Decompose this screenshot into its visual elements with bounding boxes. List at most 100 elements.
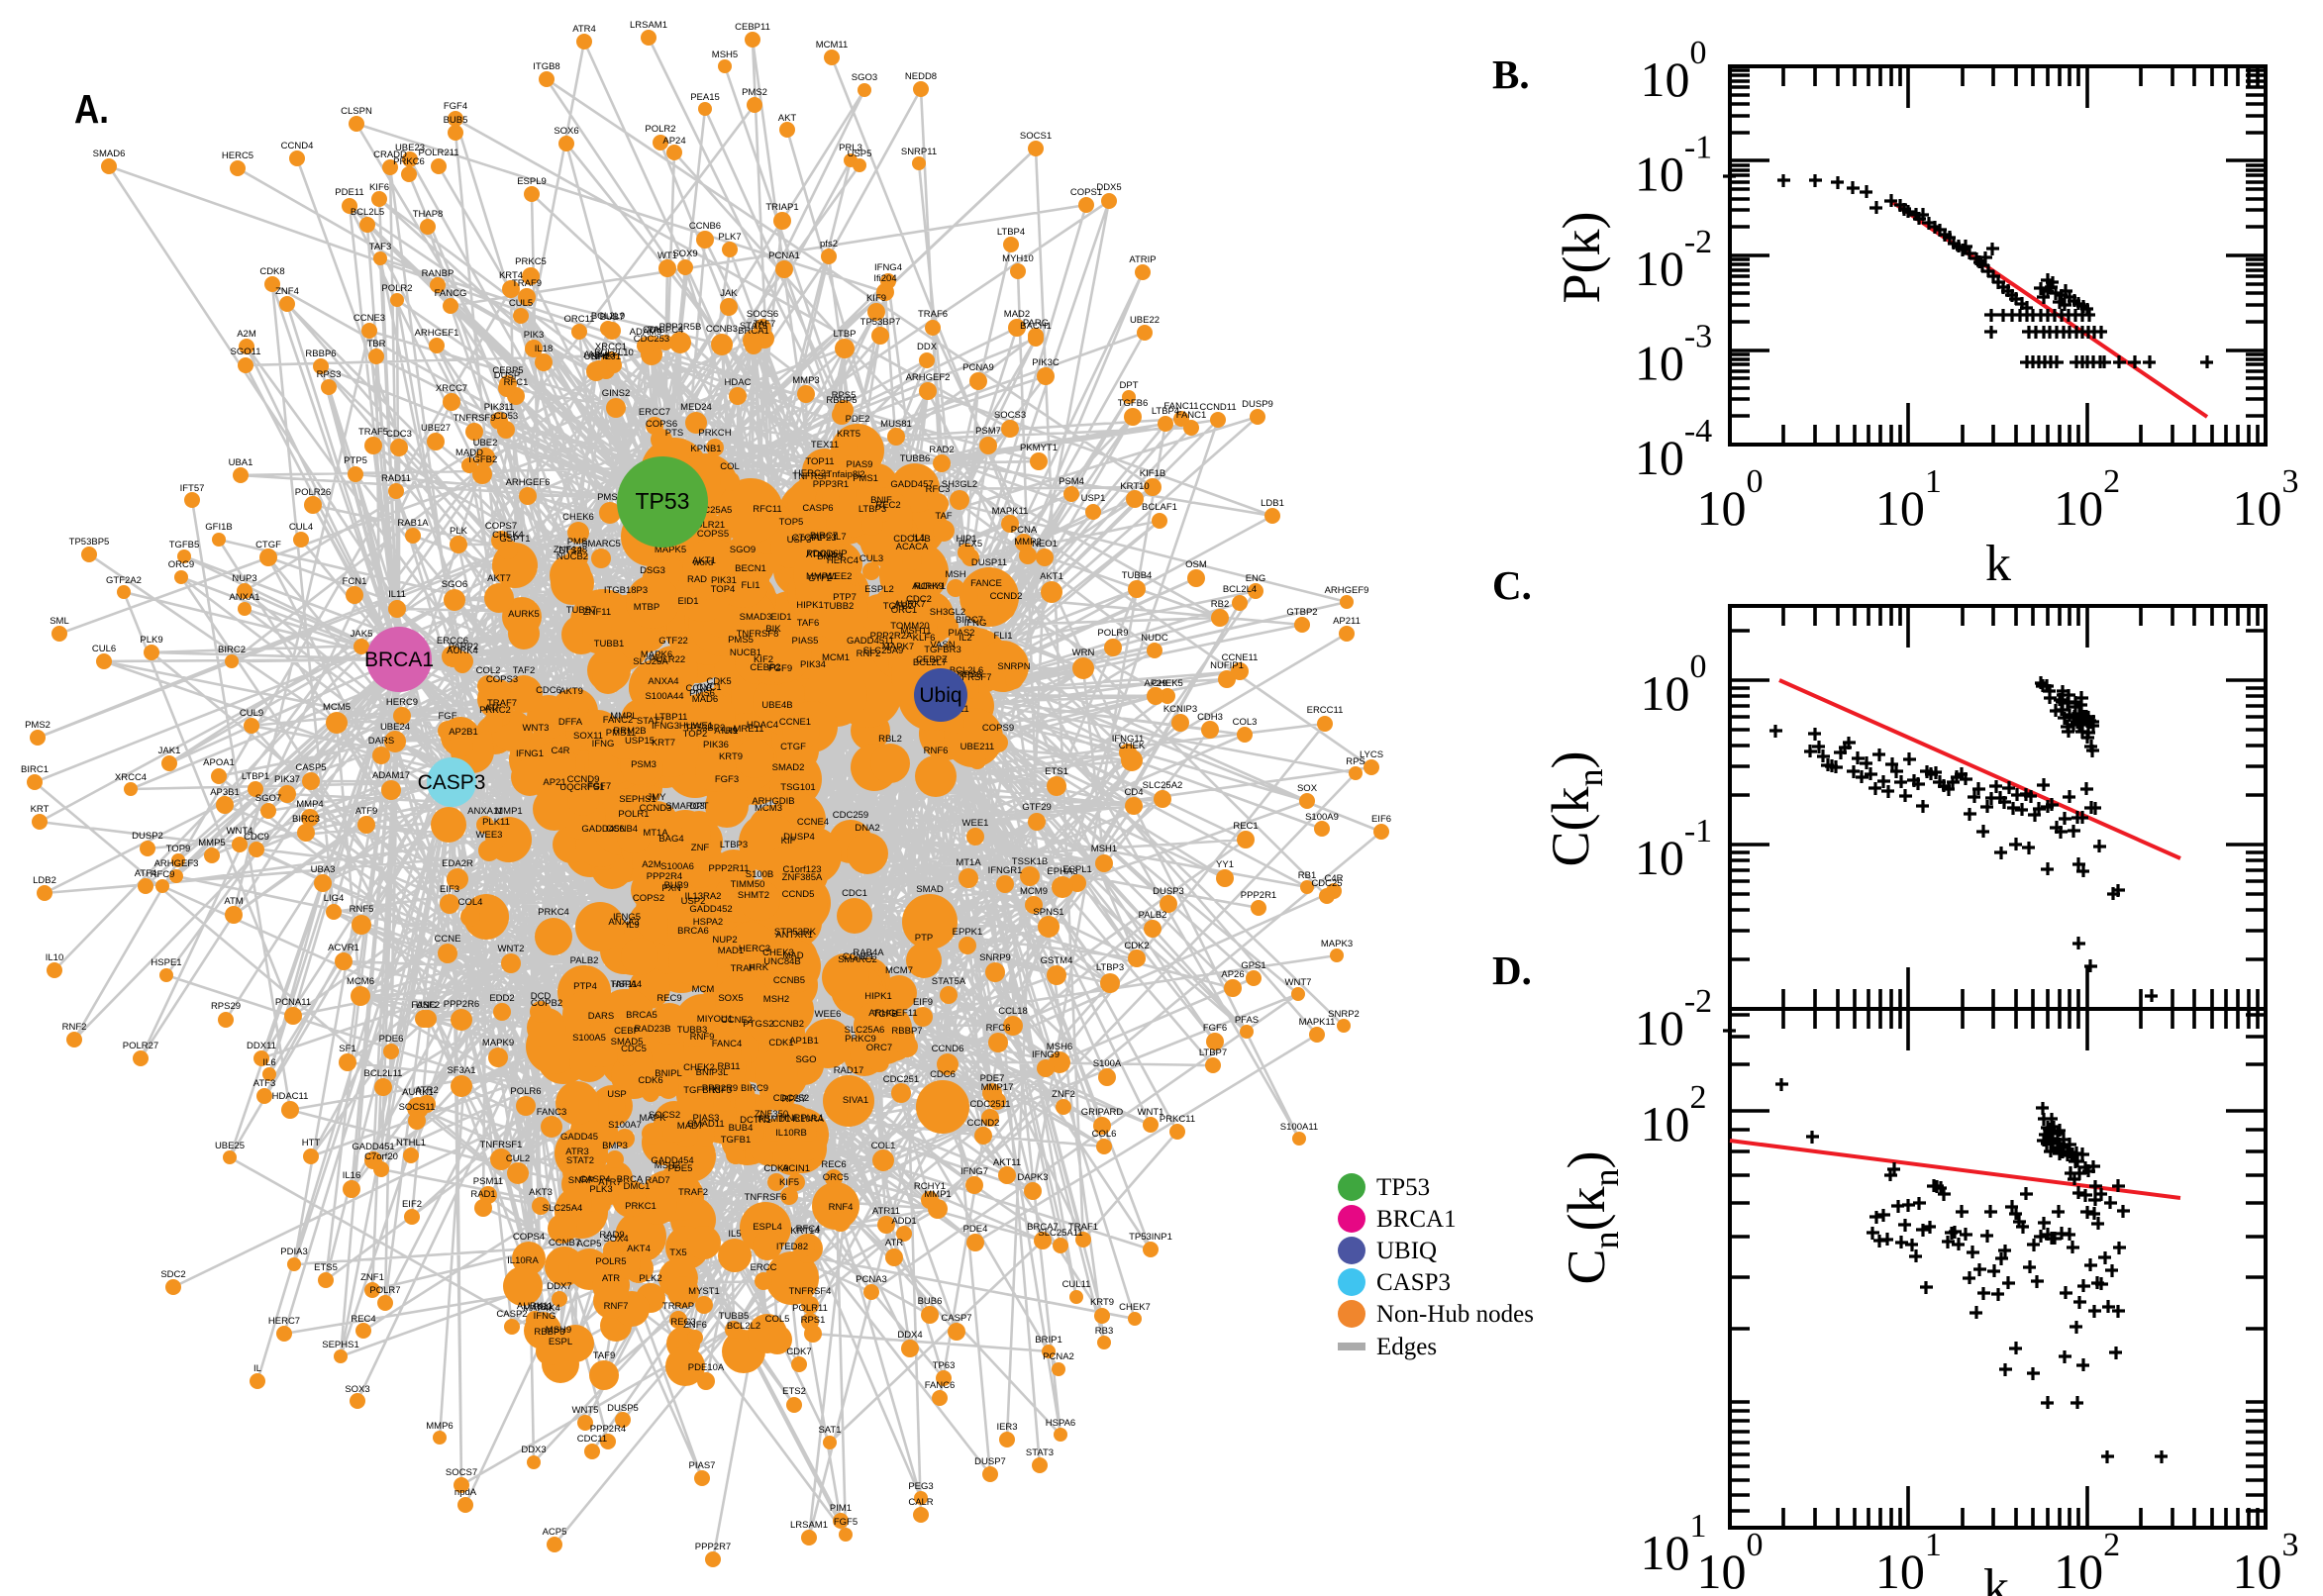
- svg-text:TUBB5: TUBB5: [719, 1311, 750, 1322]
- svg-text:SAT1: SAT1: [818, 1425, 841, 1436]
- svg-text:BNIP3L: BNIP3L: [696, 1067, 729, 1078]
- svg-text:TNFRSF7: TNFRSF7: [950, 672, 992, 683]
- svg-text:FCN1: FCN1: [343, 576, 367, 587]
- svg-text:USP3: USP3: [787, 535, 812, 546]
- svg-text:BMP3: BMP3: [602, 1141, 628, 1151]
- svg-text:ATF3: ATF3: [253, 1078, 276, 1089]
- svg-text:DUSP7: DUSP7: [974, 1456, 1006, 1467]
- svg-text:KRT9: KRT9: [1090, 1297, 1114, 1308]
- svg-text:CEBPZ: CEBPZ: [916, 654, 948, 665]
- svg-text:ZNF6: ZNF6: [683, 1320, 707, 1331]
- svg-text:UNC84B: UNC84B: [763, 956, 801, 967]
- svg-text:USP: USP: [607, 1089, 627, 1100]
- svg-text:PCNA3: PCNA3: [856, 1274, 887, 1285]
- svg-text:IFNG4: IFNG4: [874, 262, 902, 273]
- svg-text:HERC9: HERC9: [386, 697, 418, 708]
- svg-text:SNRPN: SNRPN: [997, 661, 1030, 672]
- svg-text:RFC6: RFC6: [986, 1023, 1011, 1034]
- svg-text:ANXA11: ANXA11: [467, 806, 503, 817]
- svg-text:MMP4: MMP4: [296, 799, 323, 810]
- svg-text:CCL18: CCL18: [998, 1006, 1028, 1017]
- svg-text:HIPK1: HIPK1: [796, 600, 823, 611]
- svg-text:CASP7: CASP7: [941, 1313, 971, 1324]
- svg-text:MCM3: MCM3: [755, 803, 782, 814]
- svg-text:AP24: AP24: [662, 136, 685, 147]
- svg-text:BRIP1: BRIP1: [1035, 1335, 1061, 1346]
- svg-text:RAB4A: RAB4A: [853, 948, 884, 958]
- svg-text:SOCS6: SOCS6: [747, 309, 778, 320]
- svg-text:CDK5: CDK5: [706, 676, 731, 687]
- svg-text:MAPK5: MAPK5: [655, 545, 686, 555]
- svg-text:RB2: RB2: [1211, 599, 1229, 610]
- svg-text:ORC1: ORC1: [891, 605, 917, 616]
- svg-text:PRKC5: PRKC5: [515, 256, 547, 267]
- svg-text:C1orf123: C1orf123: [782, 864, 821, 875]
- svg-text:NUP2: NUP2: [712, 935, 737, 946]
- svg-text:UBE22: UBE22: [1130, 315, 1160, 326]
- svg-text:MCM: MCM: [692, 984, 715, 995]
- svg-text:npdA: npdA: [454, 1487, 477, 1498]
- svg-text:P(k): P(k): [1552, 212, 1611, 304]
- svg-text:PIK31: PIK31: [711, 575, 737, 586]
- svg-text:RNF2: RNF2: [857, 648, 881, 659]
- svg-text:ATRIP: ATRIP: [1129, 254, 1156, 265]
- svg-text:XRCC4: XRCC4: [115, 772, 147, 783]
- svg-text:DDX4: DDX4: [897, 1330, 922, 1341]
- svg-text:ATR7: ATR7: [598, 1177, 622, 1188]
- svg-text:UBE25: UBE25: [215, 1141, 245, 1151]
- svg-text:CTCFL: CTCFL: [792, 533, 823, 544]
- svg-text:DARS: DARS: [368, 736, 394, 747]
- svg-text:CUL11: CUL11: [1062, 1279, 1091, 1290]
- svg-text:BIRC7: BIRC7: [810, 531, 838, 542]
- svg-text:ANTXR1: ANTXR1: [775, 930, 812, 941]
- svg-text:PTP4: PTP4: [573, 981, 597, 992]
- svg-text:PRKCH: PRKCH: [698, 428, 731, 439]
- svg-text:EID1: EID1: [770, 612, 791, 623]
- svg-text:GTF2: GTF2: [808, 573, 832, 584]
- svg-text:CD4: CD4: [1124, 787, 1143, 798]
- svg-text:NEO1: NEO1: [1032, 539, 1058, 549]
- svg-text:UBIQ: UBIQ: [1376, 1238, 1437, 1264]
- svg-text:HUWE1: HUWE1: [679, 721, 713, 732]
- svg-text:CDC2: CDC2: [906, 594, 932, 605]
- svg-text:CDC259: CDC259: [833, 810, 868, 821]
- svg-text:PRKC4: PRKC4: [538, 907, 569, 918]
- svg-text:Cn(kn): Cn(kn): [1557, 1151, 1626, 1285]
- svg-text:ACP5: ACP5: [543, 1527, 567, 1538]
- svg-text:TIMM50: TIMM50: [731, 879, 765, 890]
- svg-text:MAP4K4: MAP4K4: [523, 1303, 560, 1314]
- svg-text:BAG4: BAG4: [658, 834, 683, 845]
- svg-text:C.: C.: [1492, 562, 1532, 608]
- svg-text:MMPL: MMPL: [610, 711, 637, 722]
- svg-text:ADD1: ADD1: [891, 1216, 916, 1227]
- svg-text:RPS3: RPS3: [317, 369, 342, 380]
- svg-text:DDX: DDX: [917, 342, 938, 352]
- svg-text:DAPK3: DAPK3: [1017, 1172, 1048, 1183]
- svg-text:COPS9: COPS9: [982, 723, 1014, 734]
- svg-text:PEX5: PEX5: [959, 539, 982, 549]
- svg-text:PIAS5: PIAS5: [792, 636, 819, 647]
- svg-text:IFNG3: IFNG3: [652, 721, 679, 732]
- svg-text:CHEK2: CHEK2: [683, 1062, 715, 1073]
- svg-text:RAD2: RAD2: [929, 445, 954, 455]
- svg-text:word: word: [692, 557, 714, 568]
- svg-text:FGF: FGF: [439, 711, 457, 722]
- svg-text:CDC1: CDC1: [842, 888, 867, 899]
- svg-text:SIVA1: SIVA1: [843, 1095, 868, 1106]
- svg-text:SLC25A2: SLC25A2: [1143, 780, 1183, 791]
- svg-text:TP53BP2: TP53BP2: [685, 723, 726, 734]
- svg-text:ENG: ENG: [1246, 573, 1266, 584]
- svg-text:MCM6: MCM6: [347, 976, 374, 987]
- svg-text:BCL2L7: BCL2L7: [913, 657, 947, 668]
- svg-text:CTGF: CTGF: [255, 540, 281, 550]
- svg-text:ACIN1: ACIN1: [782, 1163, 810, 1174]
- svg-text:S100A11: S100A11: [1280, 1122, 1318, 1133]
- svg-text:ATXN3: ATXN3: [806, 549, 836, 560]
- svg-text:AP26: AP26: [1221, 969, 1244, 980]
- svg-text:NTHL1: NTHL1: [396, 1138, 426, 1148]
- svg-text:MYH10: MYH10: [1002, 253, 1034, 264]
- svg-text:MAPK11: MAPK11: [1299, 1017, 1336, 1028]
- svg-text:RPS6: RPS6: [958, 669, 982, 680]
- svg-text:AKT4: AKT4: [627, 1244, 651, 1254]
- svg-text:ACVR1: ACVR1: [328, 943, 359, 953]
